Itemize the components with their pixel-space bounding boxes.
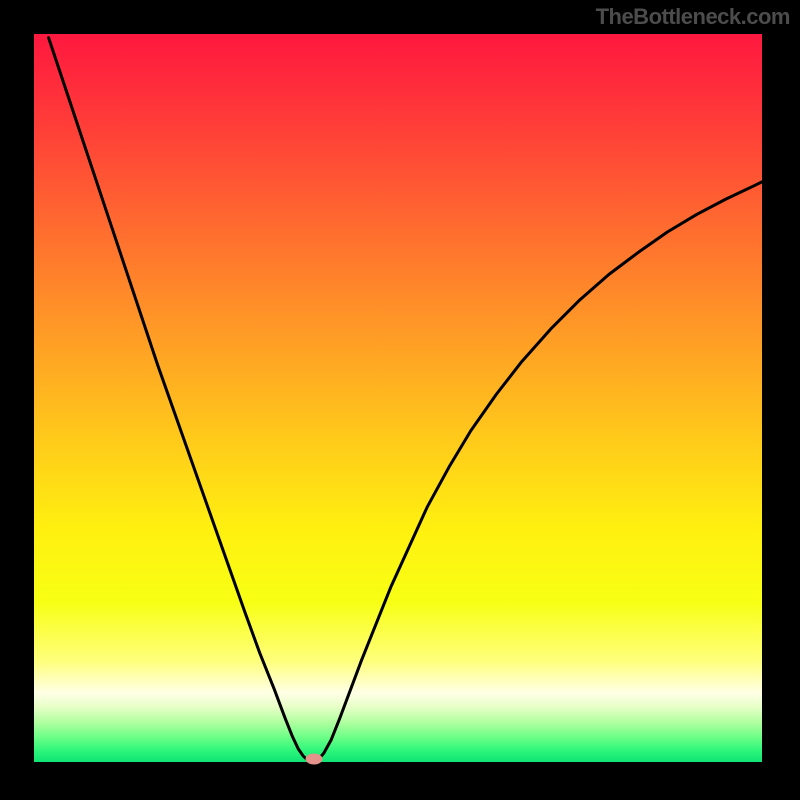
optimum-marker <box>306 754 323 765</box>
watermark-text: TheBottleneck.com <box>596 4 790 30</box>
plot-area <box>34 34 762 762</box>
bottleneck-curve <box>34 34 762 762</box>
